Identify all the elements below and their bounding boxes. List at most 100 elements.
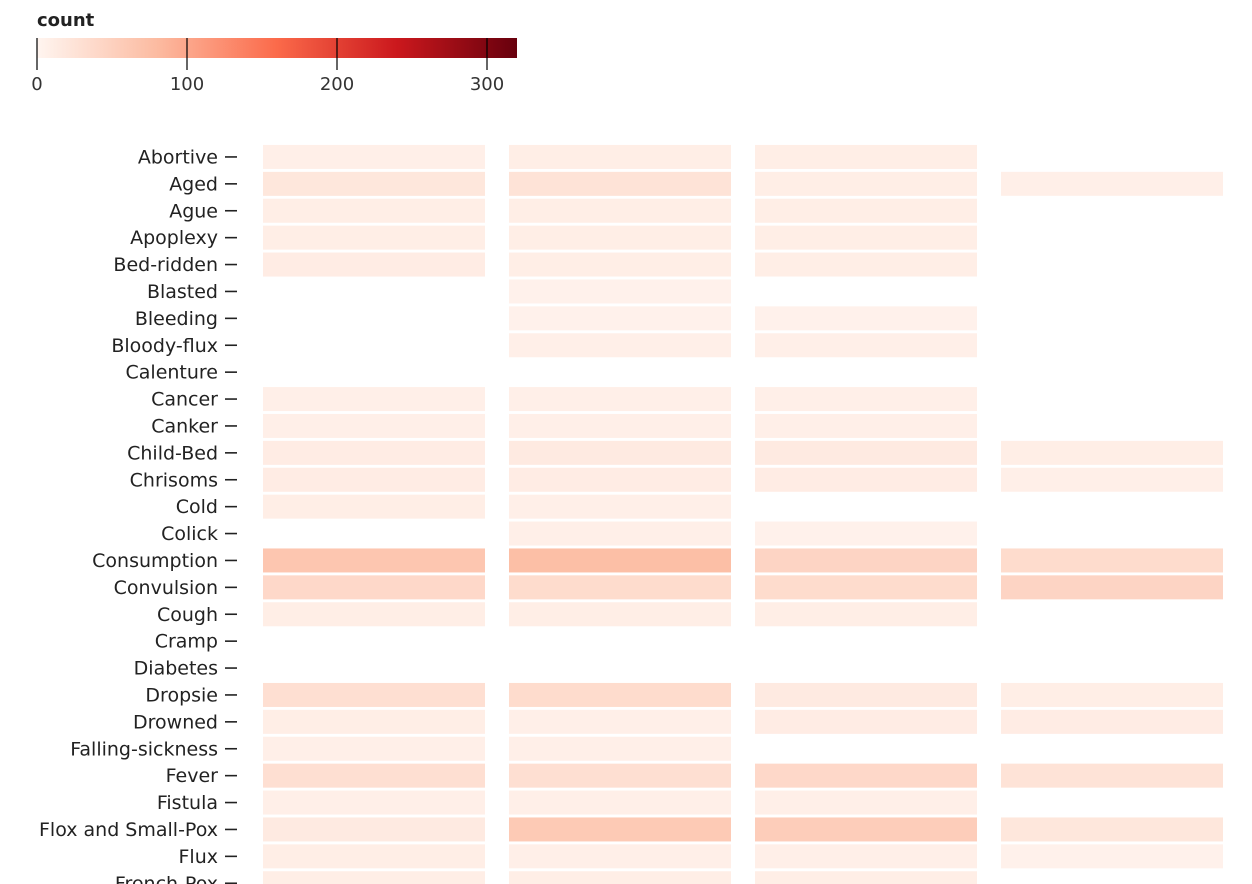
heatmap-cell <box>755 575 977 600</box>
heatmap-cell <box>755 413 977 438</box>
heatmap-cell <box>755 763 977 788</box>
row-label: Fistula <box>157 792 218 814</box>
heatmap-cell <box>509 467 731 492</box>
row-label: Bloody-flux <box>111 335 218 357</box>
heatmap-cell <box>509 521 731 546</box>
heatmap-cell <box>755 548 977 573</box>
heatmap-cell <box>263 602 485 627</box>
heatmap-cell <box>1001 709 1223 734</box>
row-label: Cancer <box>151 389 218 411</box>
heatmap-cell <box>509 548 731 573</box>
heatmap-cell <box>755 387 977 412</box>
heatmap-cell <box>509 279 731 304</box>
heatmap-cell <box>509 494 731 519</box>
row-label: Aged <box>169 173 218 195</box>
heatmap-cell <box>755 440 977 465</box>
row-label: Abortive <box>138 146 218 168</box>
heatmap-cell <box>755 709 977 734</box>
heatmap-cell <box>263 844 485 869</box>
heatmap-cell <box>263 575 485 600</box>
heatmap-cell <box>1001 763 1223 788</box>
heatmap-cell <box>1001 440 1223 465</box>
heatmap-cell <box>509 682 731 707</box>
heatmap-cell <box>509 844 731 869</box>
heatmap-cell <box>755 844 977 869</box>
row-label: Chrisoms <box>130 469 218 491</box>
heatmap-cell <box>509 306 731 331</box>
heatmap-cell <box>1001 548 1223 573</box>
heatmap-cell <box>509 387 731 412</box>
heatmap-cell <box>263 763 485 788</box>
heatmap-cell <box>263 144 485 169</box>
heatmap-cell <box>1001 575 1223 600</box>
heatmap-cell <box>755 171 977 196</box>
heatmap-cell <box>755 225 977 250</box>
heatmap-cell <box>263 467 485 492</box>
heatmap-cell <box>1001 682 1223 707</box>
legend-ticks: 0 100 200 300 <box>31 38 504 95</box>
heatmap-cell <box>755 521 977 546</box>
heatmap-cell <box>509 171 731 196</box>
heatmap-cell <box>509 817 731 842</box>
legend-tick-label: 0 <box>31 74 42 95</box>
row-label: French-Pox <box>115 873 218 884</box>
heatmap-cell <box>509 413 731 438</box>
heatmap-cell <box>755 467 977 492</box>
legend-gradient-bar <box>37 38 517 58</box>
heatmap-cell <box>509 252 731 277</box>
heatmap-cell <box>1001 171 1223 196</box>
heatmap-cell <box>509 144 731 169</box>
heatmap-cell <box>755 682 977 707</box>
row-label: Cold <box>176 496 218 518</box>
row-label: Apoplexy <box>130 227 218 249</box>
heatmap-cell <box>1001 467 1223 492</box>
row-label: Child-Bed <box>127 442 218 464</box>
heatmap-cell <box>509 575 731 600</box>
heatmap-cell <box>509 602 731 627</box>
heatmap-cell <box>263 871 485 884</box>
heatmap-cell <box>755 602 977 627</box>
heatmap-cell <box>263 548 485 573</box>
row-label: Drowned <box>133 711 218 733</box>
heatmap-cell <box>509 871 731 884</box>
heatmap-cell <box>509 333 731 358</box>
row-label: Diabetes <box>134 658 218 680</box>
heatmap-cell <box>263 682 485 707</box>
heatmap-cell <box>755 198 977 223</box>
heatmap-cell <box>263 790 485 815</box>
heatmap-cell <box>263 709 485 734</box>
heatmap-cell <box>755 817 977 842</box>
heatmap-cell <box>263 387 485 412</box>
row-label: Convulsion <box>114 577 218 599</box>
row-label: Cough <box>157 604 218 626</box>
legend-tick-label: 200 <box>320 74 354 95</box>
legend-title: count <box>37 10 95 31</box>
row-label: Flox and Small-Pox <box>39 819 218 841</box>
heatmap-rows: Abortive Aged Ague Apoplexy Bed-ridden Blaste… <box>39 144 1223 884</box>
heatmap-cell <box>263 494 485 519</box>
heatmap-cell <box>755 144 977 169</box>
heatmap-cell <box>263 198 485 223</box>
heatmap-cell <box>509 440 731 465</box>
row-label: Canker <box>151 415 218 437</box>
heatmap-cell <box>755 871 977 884</box>
heatmap-cell <box>263 413 485 438</box>
row-label: Flux <box>179 846 219 868</box>
heatmap-cell <box>263 171 485 196</box>
heatmap-cell <box>755 306 977 331</box>
heatmap-cell <box>755 252 977 277</box>
row-label: Bleeding <box>135 308 218 330</box>
heatmap-cell <box>263 440 485 465</box>
color-legend: count 0 100 200 300 <box>31 10 517 95</box>
row-label: Colick <box>161 523 218 545</box>
heatmap-cell <box>1001 844 1223 869</box>
heatmap-cell <box>263 225 485 250</box>
legend-tick-label: 100 <box>170 74 204 95</box>
row-label: Falling-sickness <box>70 738 218 760</box>
heatmap-cell <box>1001 817 1223 842</box>
row-label: Dropsie <box>145 684 218 706</box>
row-label: Bed-ridden <box>113 254 218 276</box>
row-label: Fever <box>166 765 219 787</box>
heatmap-cell <box>509 225 731 250</box>
